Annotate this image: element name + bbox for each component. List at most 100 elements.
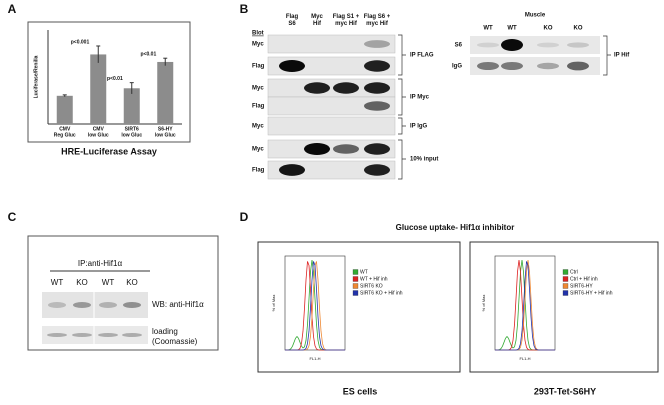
- muscle-row: S6: [455, 43, 463, 49]
- blot-header: Myc Hif: [311, 14, 323, 27]
- plot-area: [494, 255, 556, 351]
- blot-row-label: Myc: [252, 86, 264, 92]
- blot-band: [304, 82, 330, 94]
- blot-row-label: Flag: [252, 104, 265, 110]
- blot-row-label: Myc: [252, 42, 264, 48]
- legend-swatch: [562, 276, 569, 282]
- blot-row-label: Flag: [252, 168, 265, 174]
- legend-label: WT: [360, 269, 368, 275]
- blot-strip: [267, 96, 396, 116]
- bracket: [398, 34, 406, 76]
- blot-band: [73, 302, 91, 308]
- blot-header: Blot: [252, 31, 264, 37]
- x-tick-label: low Gluc: [121, 132, 142, 138]
- annotation: p<0.01: [141, 52, 157, 58]
- ip-label: 10% input: [410, 157, 438, 163]
- blot-band: [122, 333, 142, 337]
- bar: [56, 95, 73, 124]
- histogram-curve: [285, 261, 345, 351]
- panel-label: A: [8, 2, 17, 16]
- panel-d2-frame: [469, 241, 659, 373]
- panel-c-frame: [27, 235, 219, 351]
- legend-label: WT + Hif inh: [360, 276, 388, 282]
- histogram-curve: [285, 261, 345, 351]
- blot-band: [47, 333, 67, 337]
- lane-label: KO: [126, 278, 138, 287]
- blot-band: [364, 40, 390, 48]
- legend-swatch: [562, 283, 569, 289]
- blot-band: [501, 39, 523, 51]
- blot-strip: [470, 36, 600, 54]
- plot-caption: 293T-Tet-S6HY: [534, 386, 596, 396]
- blot-band: [364, 143, 390, 155]
- blot-band: [477, 42, 499, 48]
- loading-label: loading: [152, 327, 178, 336]
- blot-row-label: Myc: [252, 124, 264, 130]
- ip-label: IP IgG: [410, 124, 428, 130]
- x-tick-label: CMV: [93, 126, 105, 132]
- blot-band: [72, 333, 92, 337]
- legend-label: SIRT6 KO + Hif inh: [360, 290, 403, 296]
- panel-label: D: [240, 210, 249, 224]
- annotation: p<0.01: [107, 76, 123, 82]
- blot-band: [567, 61, 589, 71]
- muscle-col: KO: [544, 26, 553, 32]
- ip-label: IP FLAG: [410, 53, 434, 59]
- legend-label: SIRT6 KO: [360, 283, 383, 289]
- bar: [157, 61, 174, 124]
- muscle-col: WT: [507, 26, 517, 32]
- legend-swatch: [352, 276, 359, 282]
- blot-band: [123, 302, 141, 308]
- x-axis-label: FL1-H: [519, 356, 530, 361]
- bracket: [398, 78, 406, 116]
- blot-band: [501, 62, 523, 70]
- muscle-title: Muscle: [525, 13, 546, 19]
- blot-band: [99, 302, 117, 308]
- bar: [123, 88, 140, 124]
- plot-caption: ES cells: [343, 386, 378, 396]
- blot-header: Flag S1 + myc Hif: [333, 14, 360, 27]
- bracket: [603, 35, 611, 76]
- blot-band: [364, 164, 390, 176]
- blot-band: [537, 62, 559, 70]
- bracket: [398, 117, 406, 135]
- legend-swatch: [352, 290, 359, 296]
- x-tick-label: low Gluc: [155, 132, 176, 138]
- blot-strip: [267, 116, 396, 136]
- blot-strip: [42, 326, 148, 344]
- blot-header: Flag S6: [286, 14, 299, 27]
- annotation: p<0.001: [71, 39, 90, 45]
- blot-header: Flag S6 + myc Hif: [364, 14, 391, 27]
- legend-label: SIRT6-HY: [570, 283, 593, 289]
- blot-row-label: Flag: [252, 64, 265, 70]
- legend-swatch: [352, 283, 359, 289]
- legend-label: Ctrl + Hif inh: [570, 276, 598, 282]
- lane-label: KO: [76, 278, 88, 287]
- blot-band: [364, 82, 390, 94]
- blot-strip: [470, 57, 600, 75]
- muscle-col: WT: [483, 26, 493, 32]
- blot-band: [279, 164, 305, 176]
- blot-band: [364, 101, 390, 111]
- lane-label: WT: [102, 278, 115, 287]
- blot-band: [537, 42, 559, 48]
- flow-title: Glucose uptake- Hif1α inhibitor: [396, 223, 515, 232]
- y-axis-label: % of Max: [271, 295, 276, 312]
- legend-swatch: [562, 290, 569, 296]
- blot-band: [567, 42, 589, 48]
- legend-swatch: [562, 269, 569, 275]
- blot-row-label: Myc: [252, 147, 264, 153]
- x-tick-label: S6-HY: [158, 126, 173, 132]
- histogram-curve: [285, 259, 345, 351]
- bracket: [398, 139, 406, 180]
- blot-band: [364, 60, 390, 72]
- x-axis-label: FL1-H: [309, 356, 320, 361]
- histogram-curve: [495, 261, 555, 351]
- blot-band: [304, 143, 330, 155]
- legend-swatch: [352, 269, 359, 275]
- legend-label: Ctrl: [570, 269, 578, 275]
- bar: [90, 54, 107, 124]
- blot-band: [333, 82, 359, 94]
- wb-label: WB: anti-Hif1α: [152, 300, 204, 309]
